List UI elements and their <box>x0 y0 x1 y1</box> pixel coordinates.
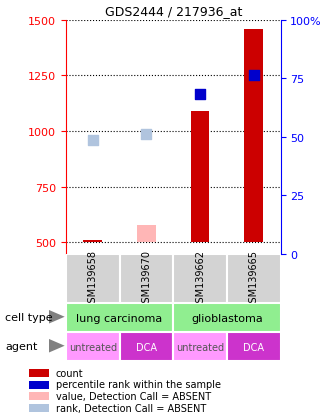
Text: GSM139662: GSM139662 <box>195 249 205 308</box>
Bar <box>173 304 280 332</box>
Text: agent: agent <box>5 341 37 351</box>
Text: lung carcinoma: lung carcinoma <box>77 313 163 323</box>
Bar <box>227 254 280 304</box>
Bar <box>173 254 227 304</box>
Bar <box>119 332 173 361</box>
Bar <box>66 304 173 332</box>
Bar <box>29 404 50 413</box>
Text: percentile rank within the sample: percentile rank within the sample <box>56 379 221 389</box>
Text: DCA: DCA <box>243 342 264 352</box>
Bar <box>191 112 210 243</box>
Title: GDS2444 / 217936_at: GDS2444 / 217936_at <box>105 5 242 18</box>
Text: count: count <box>56 368 83 377</box>
Bar <box>29 392 50 401</box>
Text: cell type: cell type <box>5 312 52 322</box>
Bar <box>83 241 102 243</box>
Polygon shape <box>49 310 65 324</box>
Bar <box>29 369 50 377</box>
Text: untreated: untreated <box>69 342 117 352</box>
Text: GSM139665: GSM139665 <box>249 249 259 308</box>
Bar <box>66 254 120 304</box>
Text: DCA: DCA <box>136 342 157 352</box>
Text: rank, Detection Call = ABSENT: rank, Detection Call = ABSENT <box>56 403 206 413</box>
Text: value, Detection Call = ABSENT: value, Detection Call = ABSENT <box>56 391 211 401</box>
Bar <box>227 332 280 361</box>
Polygon shape <box>49 339 65 353</box>
Text: GSM139670: GSM139670 <box>142 249 151 308</box>
Text: glioblastoma: glioblastoma <box>191 313 263 323</box>
Bar <box>173 332 227 361</box>
Point <box>144 132 149 138</box>
Point <box>197 92 203 98</box>
Point <box>251 73 256 80</box>
Bar <box>244 30 263 243</box>
Bar <box>137 225 156 243</box>
Bar <box>66 332 120 361</box>
Text: untreated: untreated <box>176 342 224 352</box>
Bar <box>119 254 173 304</box>
Point <box>90 138 95 144</box>
Bar <box>29 381 50 389</box>
Text: GSM139658: GSM139658 <box>88 249 98 308</box>
